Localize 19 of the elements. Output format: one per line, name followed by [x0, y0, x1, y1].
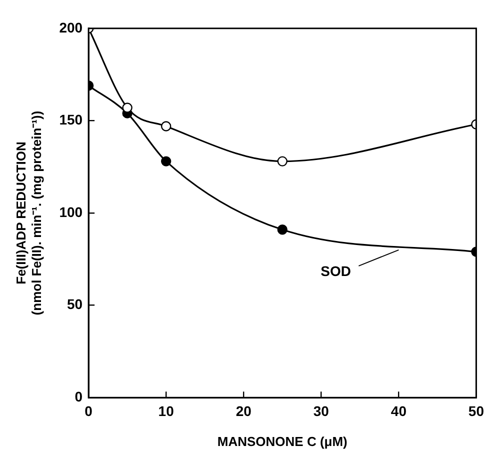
y-tick-label: 100 [59, 204, 83, 220]
point [160, 121, 172, 132]
x-tick-label: 20 [236, 402, 252, 419]
point [277, 224, 288, 235]
point [277, 156, 288, 166]
y-axis-title: Fe(III)ADP REDUCTION (nmol Fe(II). min⁻¹. (mg protein⁻¹)) [13, 110, 44, 316]
y-tick-label: 200 [59, 19, 83, 36]
x-tick-label: 50 [468, 402, 484, 419]
x-axis-title: MANSONONE C (μM) [217, 434, 348, 449]
x-tick-label: 40 [390, 402, 407, 419]
y-tick-label: 0 [74, 388, 83, 404]
point [160, 156, 172, 166]
x-tick-label: 30 [313, 402, 330, 419]
y-tick-label: 150 [59, 112, 83, 128]
annotation: SOD [320, 262, 352, 279]
y-tick-label: 50 [66, 296, 83, 312]
point [122, 102, 132, 113]
x-tick-label: 10 [158, 402, 174, 419]
x-tick-label: 0 [84, 402, 93, 419]
